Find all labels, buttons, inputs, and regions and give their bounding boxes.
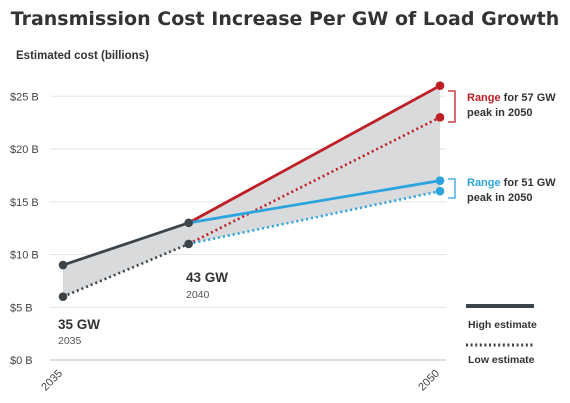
range-57-bracket (448, 90, 456, 123)
data-point (58, 292, 68, 302)
data-point (184, 239, 193, 249)
chart-title: Transmission Cost Increase Per GW of Loa… (11, 8, 560, 30)
data-point (184, 218, 193, 228)
legend-high-label: High estimate (468, 319, 537, 331)
x-tick-label: 2035 (39, 368, 65, 394)
data-point (435, 186, 445, 196)
x-tick-label: 2050 (416, 368, 442, 394)
range-57-line2: peak in 2050 (467, 107, 532, 119)
data-point (435, 81, 445, 90)
y-tick-label: $15 B (10, 197, 39, 209)
data-point (435, 113, 445, 122)
y-ticks: $0 B $5 B $10 B $15 B $20 B $25 B (10, 91, 39, 367)
series-line-r51_high (187, 179, 442, 225)
annotation-35gw-label: 35 GW (58, 317, 100, 332)
y-tick-label: $5 B (10, 302, 33, 314)
x-ticks: 2035 2050 (39, 368, 442, 394)
data-point (58, 260, 68, 270)
annotation-35gw-year: 2035 (58, 335, 82, 347)
series-line-r57_high (187, 84, 442, 225)
data-points (58, 81, 445, 302)
legend-low-label: Low estimate (468, 354, 535, 366)
range-51-rest: for 51 GW (501, 177, 557, 189)
range-51-bracket (448, 178, 456, 199)
range-51-label: Range for 51 GW (467, 177, 556, 189)
data-point (435, 176, 445, 185)
series-lines (61, 84, 442, 298)
y-tick-label: $20 B (10, 144, 39, 156)
y-tick-label: $10 B (10, 250, 39, 262)
series-line-r57_low (188, 116, 441, 246)
range-57-word: Range (467, 92, 501, 104)
range-51-word: Range (467, 177, 501, 189)
annotation-43gw-year: 2040 (186, 289, 210, 301)
annotation-43gw-label: 43 GW (186, 270, 228, 285)
series-line-s35_high (61, 221, 191, 267)
y-tick-label: $0 B (10, 355, 33, 367)
range-57-label: Range for 57 GW (467, 92, 556, 104)
y-tick-label: $25 B (10, 91, 39, 103)
y-axis-label: Estimated cost (billions) (16, 50, 149, 62)
range-57-rest: for 57 GW (501, 92, 557, 104)
range-51-line2: peak in 2050 (467, 192, 532, 204)
